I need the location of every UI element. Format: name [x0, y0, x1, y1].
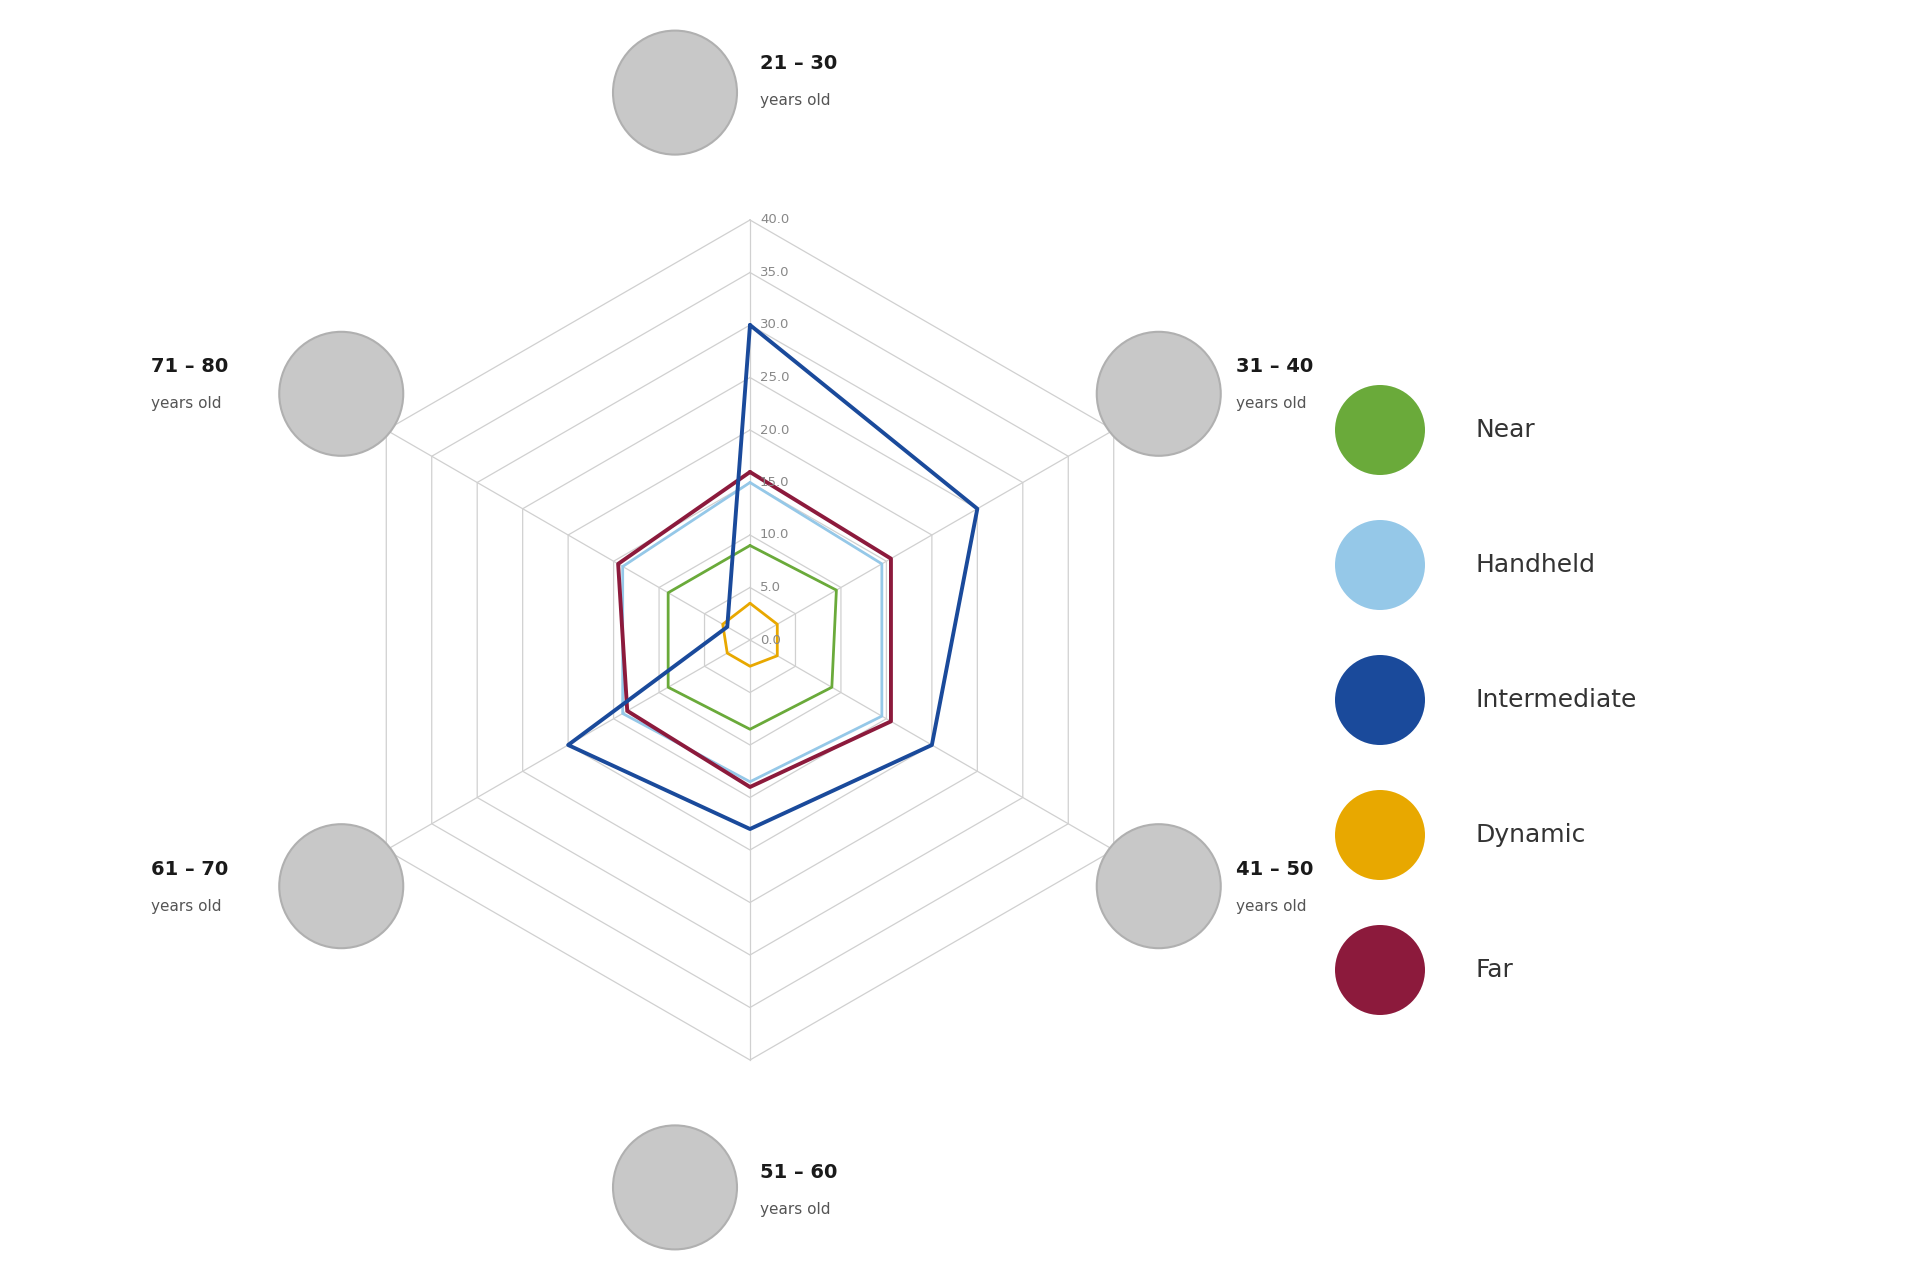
Text: 51 – 60: 51 – 60: [760, 1164, 837, 1181]
Text: 0.0: 0.0: [760, 634, 781, 646]
Text: 15.0: 15.0: [760, 476, 789, 489]
Circle shape: [1096, 824, 1221, 948]
Circle shape: [612, 1125, 737, 1249]
Text: Dynamic: Dynamic: [1475, 823, 1586, 847]
Circle shape: [278, 332, 403, 456]
Text: years old: years old: [152, 397, 221, 411]
Text: Handheld: Handheld: [1475, 553, 1596, 577]
Text: Near: Near: [1475, 419, 1534, 442]
Text: years old: years old: [760, 1202, 831, 1217]
Text: 10.0: 10.0: [760, 529, 789, 541]
Text: years old: years old: [1236, 899, 1306, 914]
Text: 31 – 40: 31 – 40: [1236, 357, 1313, 376]
Circle shape: [278, 824, 403, 948]
Circle shape: [612, 31, 737, 155]
Text: Intermediate: Intermediate: [1475, 689, 1636, 712]
Circle shape: [1334, 520, 1425, 611]
Text: 5.0: 5.0: [760, 581, 781, 594]
Circle shape: [1334, 385, 1425, 475]
Circle shape: [1096, 332, 1221, 456]
Text: years old: years old: [152, 899, 221, 914]
Text: 40.0: 40.0: [760, 214, 789, 227]
Text: 35.0: 35.0: [760, 266, 789, 279]
Text: Far: Far: [1475, 957, 1513, 982]
Text: 71 – 80: 71 – 80: [152, 357, 228, 376]
Text: 25.0: 25.0: [760, 371, 789, 384]
Text: years old: years old: [760, 93, 831, 108]
Text: 30.0: 30.0: [760, 319, 789, 332]
Text: 41 – 50: 41 – 50: [1236, 860, 1313, 878]
Circle shape: [1334, 790, 1425, 881]
Circle shape: [1334, 655, 1425, 745]
Text: years old: years old: [1236, 397, 1306, 411]
Text: 20.0: 20.0: [760, 424, 789, 436]
Circle shape: [1334, 925, 1425, 1015]
Text: 21 – 30: 21 – 30: [760, 54, 837, 73]
Text: 61 – 70: 61 – 70: [152, 860, 228, 878]
